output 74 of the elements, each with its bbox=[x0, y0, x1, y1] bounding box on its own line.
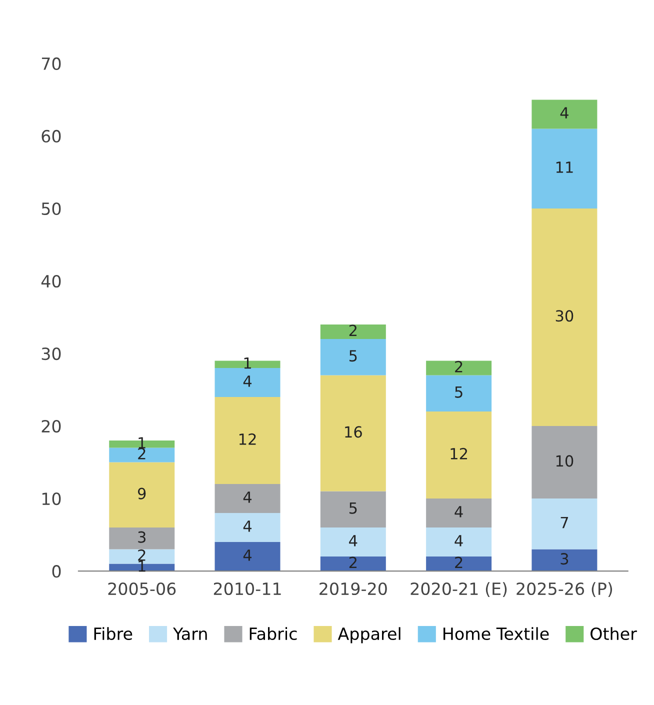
bar bbox=[109, 462, 175, 528]
y-tick-label: 40 bbox=[41, 274, 61, 288]
x-tick-label: 2020-21 (E) bbox=[410, 582, 507, 598]
bar bbox=[214, 513, 280, 542]
y-tick-label: 0 bbox=[52, 565, 61, 578]
bar bbox=[214, 542, 280, 572]
bar bbox=[320, 491, 386, 528]
data-label: 9 bbox=[138, 488, 146, 500]
bar bbox=[320, 528, 386, 557]
bar bbox=[320, 339, 386, 376]
y-tick-label: 10 bbox=[42, 492, 61, 506]
data-label: 4 bbox=[454, 535, 463, 546]
y-tick-label: 50 bbox=[42, 202, 61, 216]
x-tick-label: 2025-26 (P) bbox=[516, 582, 612, 598]
bar bbox=[320, 375, 386, 492]
x-tick-label: 2010-11 bbox=[214, 582, 281, 596]
data-label: 1 bbox=[244, 357, 251, 369]
data-label: 5 bbox=[455, 386, 462, 398]
data-label: 1 bbox=[138, 437, 146, 448]
bar bbox=[532, 549, 598, 572]
data-label: 2 bbox=[349, 324, 356, 336]
data-label: 4 bbox=[349, 535, 358, 546]
data-label: 11 bbox=[556, 162, 573, 173]
data-label: 7 bbox=[560, 516, 568, 528]
bar bbox=[426, 528, 492, 557]
legend-label: Other bbox=[590, 627, 637, 640]
bar bbox=[214, 397, 280, 484]
bar bbox=[532, 208, 598, 426]
data-label: 4 bbox=[243, 376, 252, 387]
data-label: 12 bbox=[450, 448, 467, 460]
data-label: 2 bbox=[455, 360, 462, 372]
x-tick-label: 2019-20 bbox=[320, 582, 387, 596]
bar bbox=[426, 375, 492, 412]
data-label: 5 bbox=[349, 502, 357, 514]
bar bbox=[532, 128, 598, 208]
y-tick-label: 20 bbox=[42, 420, 61, 433]
data-label: 16 bbox=[345, 426, 362, 438]
x-tick-label: 2005-06 bbox=[108, 582, 176, 596]
bar bbox=[532, 100, 598, 129]
y-tick-label: 30 bbox=[42, 347, 61, 360]
data-label: 4 bbox=[243, 520, 252, 532]
legend-label: Home Textile bbox=[444, 627, 549, 640]
bar bbox=[426, 360, 492, 376]
data-label: 10 bbox=[556, 455, 574, 467]
data-label: 2 bbox=[138, 448, 146, 460]
bar bbox=[109, 528, 175, 550]
bar bbox=[109, 448, 175, 462]
data-label: 12 bbox=[239, 433, 256, 445]
legend-label: Apparel bbox=[338, 627, 400, 644]
bar bbox=[532, 426, 598, 499]
bar bbox=[320, 324, 386, 340]
bar bbox=[426, 556, 492, 572]
bar bbox=[532, 498, 598, 550]
bar bbox=[426, 498, 492, 528]
data-label: 4 bbox=[243, 492, 252, 503]
bar bbox=[214, 484, 280, 514]
data-label: 4 bbox=[454, 506, 463, 518]
data-label: 30 bbox=[556, 310, 574, 322]
data-label: 2 bbox=[138, 549, 146, 561]
data-label: 4 bbox=[243, 550, 252, 561]
legend-label: Fibre bbox=[94, 627, 132, 640]
data-label: 5 bbox=[349, 350, 357, 362]
y-tick-label: 70 bbox=[42, 57, 61, 70]
y-tick-label: 60 bbox=[42, 130, 61, 143]
data-label: 4 bbox=[560, 107, 568, 118]
bar bbox=[426, 412, 492, 499]
legend-label: Yarn bbox=[172, 628, 207, 640]
data-label: 2 bbox=[349, 556, 356, 568]
data-label: 2 bbox=[455, 556, 462, 568]
bar bbox=[214, 368, 280, 398]
data-label: 3 bbox=[138, 531, 146, 543]
legend-label: Fabric bbox=[250, 627, 297, 640]
bar bbox=[320, 556, 386, 572]
data-label: 3 bbox=[560, 553, 568, 565]
